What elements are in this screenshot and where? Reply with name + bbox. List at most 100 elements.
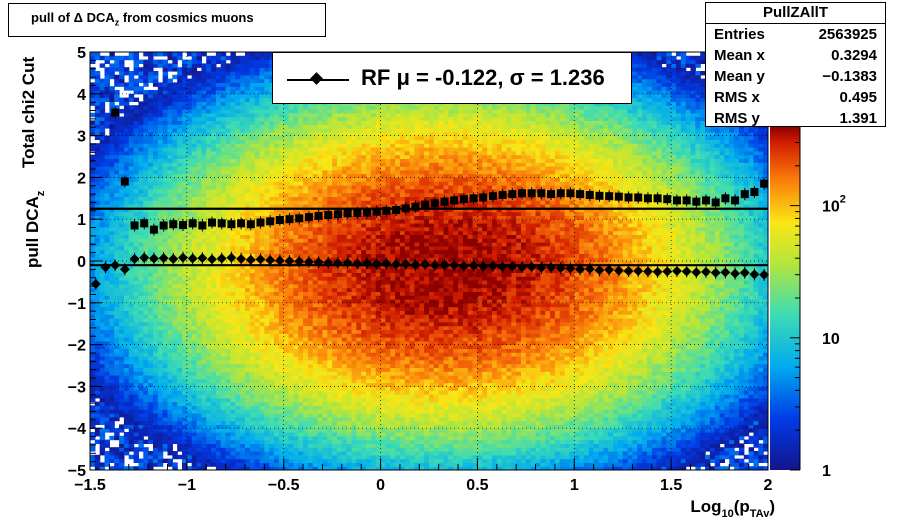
heat-cell xyxy=(206,280,212,285)
heat-cell xyxy=(206,101,212,106)
heat-cell xyxy=(220,443,227,448)
heat-cell xyxy=(278,367,285,372)
heat-cell xyxy=(177,200,183,205)
heat-cell xyxy=(123,112,130,118)
heat-cell xyxy=(220,245,227,251)
heat-cell xyxy=(303,348,309,353)
heat-cell xyxy=(123,310,130,315)
heat-cell xyxy=(288,196,294,201)
heat-cell xyxy=(167,234,173,239)
heat-cell xyxy=(244,200,251,205)
heat-cell xyxy=(288,394,294,399)
heat-cell xyxy=(249,177,256,182)
heat-cell xyxy=(90,314,96,319)
heat-cell xyxy=(278,173,285,178)
heat-cell xyxy=(249,150,256,156)
heat-cell xyxy=(274,413,280,418)
heat-cell xyxy=(303,150,309,156)
heat-cell xyxy=(177,318,183,323)
heat-cell xyxy=(264,287,270,292)
heat-cell xyxy=(109,188,115,194)
heat-cell xyxy=(264,112,270,118)
heat-cell xyxy=(94,405,101,410)
heat-cell xyxy=(225,451,232,456)
heat-cell xyxy=(225,394,232,399)
heat-cell xyxy=(114,344,120,349)
heat-cell xyxy=(148,204,154,209)
heat-cell xyxy=(191,451,198,456)
heat-cell xyxy=(269,451,275,456)
heat-cell xyxy=(249,314,256,319)
heat-cell xyxy=(104,287,110,292)
heat-cell xyxy=(157,306,164,311)
heat-cell xyxy=(293,344,299,349)
heat-cell xyxy=(225,333,232,338)
heat-cell xyxy=(312,386,319,391)
heat-cell xyxy=(123,116,130,121)
heat-cell xyxy=(128,454,135,460)
heat-cell xyxy=(99,397,106,403)
heat-cell xyxy=(191,181,198,186)
heat-cell xyxy=(191,67,198,72)
heat-cell xyxy=(249,439,256,444)
heat-cell xyxy=(225,287,232,292)
heat-cell xyxy=(99,207,106,213)
heat-cell xyxy=(167,150,173,156)
heat-cell xyxy=(177,397,183,403)
heat-cell xyxy=(172,340,178,346)
heat-cell xyxy=(244,454,251,460)
heat-cell xyxy=(104,367,110,372)
heat-cell xyxy=(211,264,217,270)
heat-cell xyxy=(211,443,217,448)
heat-cell xyxy=(90,344,96,349)
heat-cell xyxy=(114,143,120,148)
heat-cell xyxy=(264,333,270,338)
heat-cell xyxy=(211,268,217,273)
heat-cell xyxy=(303,162,309,167)
heat-cell xyxy=(196,333,202,338)
heat-cell xyxy=(274,375,280,380)
heat-cell xyxy=(303,268,309,273)
heat-cell xyxy=(215,177,222,182)
heat-cell xyxy=(254,55,261,61)
heat-cell xyxy=(109,131,115,137)
heat-cell xyxy=(244,245,251,251)
heat-cell xyxy=(211,420,217,425)
heat-cell xyxy=(269,352,275,357)
heat-cell xyxy=(206,318,212,323)
heat-cell xyxy=(143,302,149,308)
heat-cell xyxy=(177,348,183,353)
heat-cell xyxy=(119,439,125,444)
heat-cell xyxy=(167,287,173,292)
heat-cell xyxy=(148,413,154,418)
heat-cell xyxy=(152,124,159,129)
heat-cell xyxy=(196,63,202,68)
heat-cell xyxy=(99,367,106,372)
heat-cell xyxy=(157,97,164,102)
heat-cell xyxy=(182,356,188,361)
heat-cell xyxy=(235,359,241,365)
heat-cell xyxy=(278,112,285,118)
heat-cell xyxy=(307,272,314,277)
heat-cell xyxy=(215,283,222,289)
heat-cell xyxy=(274,291,280,296)
heat-cell xyxy=(264,371,270,376)
heat-cell xyxy=(191,207,198,213)
heat-cell xyxy=(167,367,173,372)
heat-cell xyxy=(278,105,285,110)
heat-cell xyxy=(220,109,227,114)
heat-cell xyxy=(177,105,183,110)
heat-cell xyxy=(99,185,106,190)
heat-cell xyxy=(172,280,178,285)
heat-cell xyxy=(235,101,241,106)
heat-cell xyxy=(182,90,188,95)
heat-cell xyxy=(283,451,290,456)
heat-cell xyxy=(138,272,144,277)
heat-cell xyxy=(123,439,130,444)
heat-cell xyxy=(148,451,154,456)
heat-cell xyxy=(254,249,261,254)
heat-cell xyxy=(99,120,106,125)
heat-cell xyxy=(90,462,96,467)
heat-cell xyxy=(264,261,270,266)
heat-cell xyxy=(264,166,270,171)
